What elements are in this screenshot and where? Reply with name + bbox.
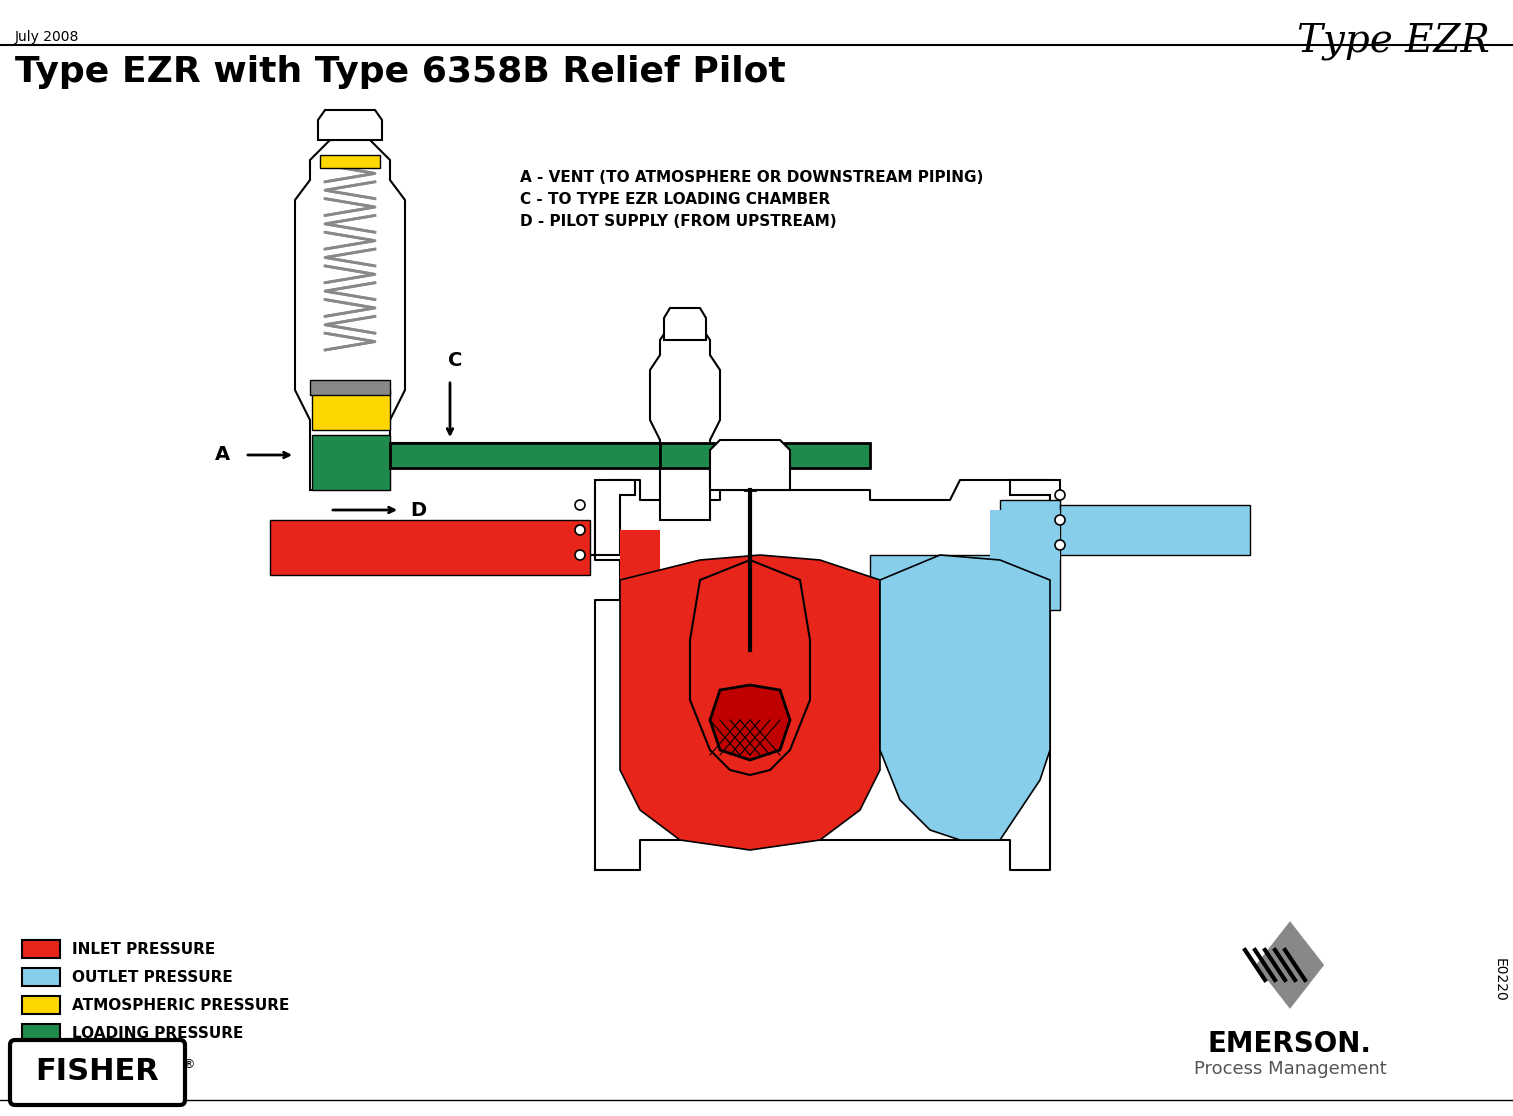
Text: Type EZR with Type 6358B Relief Pilot: Type EZR with Type 6358B Relief Pilot bbox=[15, 55, 785, 89]
Text: C - TO TYPE EZR LOADING CHAMBER: C - TO TYPE EZR LOADING CHAMBER bbox=[520, 192, 831, 206]
Polygon shape bbox=[295, 140, 405, 490]
Polygon shape bbox=[595, 480, 1050, 870]
Circle shape bbox=[1055, 490, 1065, 500]
Polygon shape bbox=[312, 435, 390, 490]
Polygon shape bbox=[690, 560, 809, 775]
Polygon shape bbox=[620, 530, 660, 590]
Polygon shape bbox=[269, 520, 590, 575]
Text: C: C bbox=[448, 352, 461, 371]
Bar bbox=[23, 940, 61, 958]
Text: FISHER: FISHER bbox=[35, 1058, 159, 1087]
Polygon shape bbox=[710, 685, 790, 760]
Polygon shape bbox=[660, 443, 870, 468]
Circle shape bbox=[575, 525, 586, 535]
Text: INLET PRESSURE: INLET PRESSURE bbox=[73, 942, 215, 956]
Circle shape bbox=[1055, 514, 1065, 525]
Text: E0220: E0220 bbox=[1493, 959, 1507, 1002]
Polygon shape bbox=[579, 480, 635, 555]
Polygon shape bbox=[1254, 920, 1325, 1010]
Text: Type EZR: Type EZR bbox=[1297, 22, 1490, 59]
Polygon shape bbox=[321, 155, 380, 169]
Bar bbox=[23, 1024, 61, 1042]
Text: A: A bbox=[215, 445, 230, 464]
Polygon shape bbox=[390, 443, 660, 468]
Bar bbox=[23, 968, 61, 987]
Polygon shape bbox=[990, 510, 1061, 560]
Polygon shape bbox=[620, 555, 881, 850]
Polygon shape bbox=[660, 371, 710, 520]
Polygon shape bbox=[1011, 480, 1061, 555]
Circle shape bbox=[1055, 540, 1065, 550]
Text: July 2008: July 2008 bbox=[15, 30, 79, 44]
Text: ATMOSPHERIC PRESSURE: ATMOSPHERIC PRESSURE bbox=[73, 998, 289, 1012]
Text: EMERSON.: EMERSON. bbox=[1207, 1030, 1372, 1058]
Text: ®: ® bbox=[182, 1058, 195, 1071]
Polygon shape bbox=[881, 555, 1050, 840]
Polygon shape bbox=[710, 440, 790, 490]
Polygon shape bbox=[870, 500, 1061, 610]
Polygon shape bbox=[318, 110, 381, 140]
Polygon shape bbox=[664, 308, 707, 340]
FancyBboxPatch shape bbox=[11, 1040, 185, 1105]
Text: Process Management: Process Management bbox=[1194, 1060, 1386, 1078]
Circle shape bbox=[575, 500, 586, 510]
Bar bbox=[23, 995, 61, 1014]
Polygon shape bbox=[651, 325, 720, 520]
Text: D - PILOT SUPPLY (FROM UPSTREAM): D - PILOT SUPPLY (FROM UPSTREAM) bbox=[520, 214, 837, 229]
Polygon shape bbox=[310, 381, 390, 395]
Polygon shape bbox=[1061, 506, 1250, 555]
Text: LOADING PRESSURE: LOADING PRESSURE bbox=[73, 1026, 244, 1040]
Circle shape bbox=[575, 550, 586, 560]
Text: D: D bbox=[410, 500, 427, 520]
Text: A - VENT (TO ATMOSPHERE OR DOWNSTREAM PIPING): A - VENT (TO ATMOSPHERE OR DOWNSTREAM PI… bbox=[520, 170, 983, 185]
Text: OUTLET PRESSURE: OUTLET PRESSURE bbox=[73, 970, 233, 984]
Polygon shape bbox=[390, 443, 660, 465]
Polygon shape bbox=[312, 389, 390, 430]
